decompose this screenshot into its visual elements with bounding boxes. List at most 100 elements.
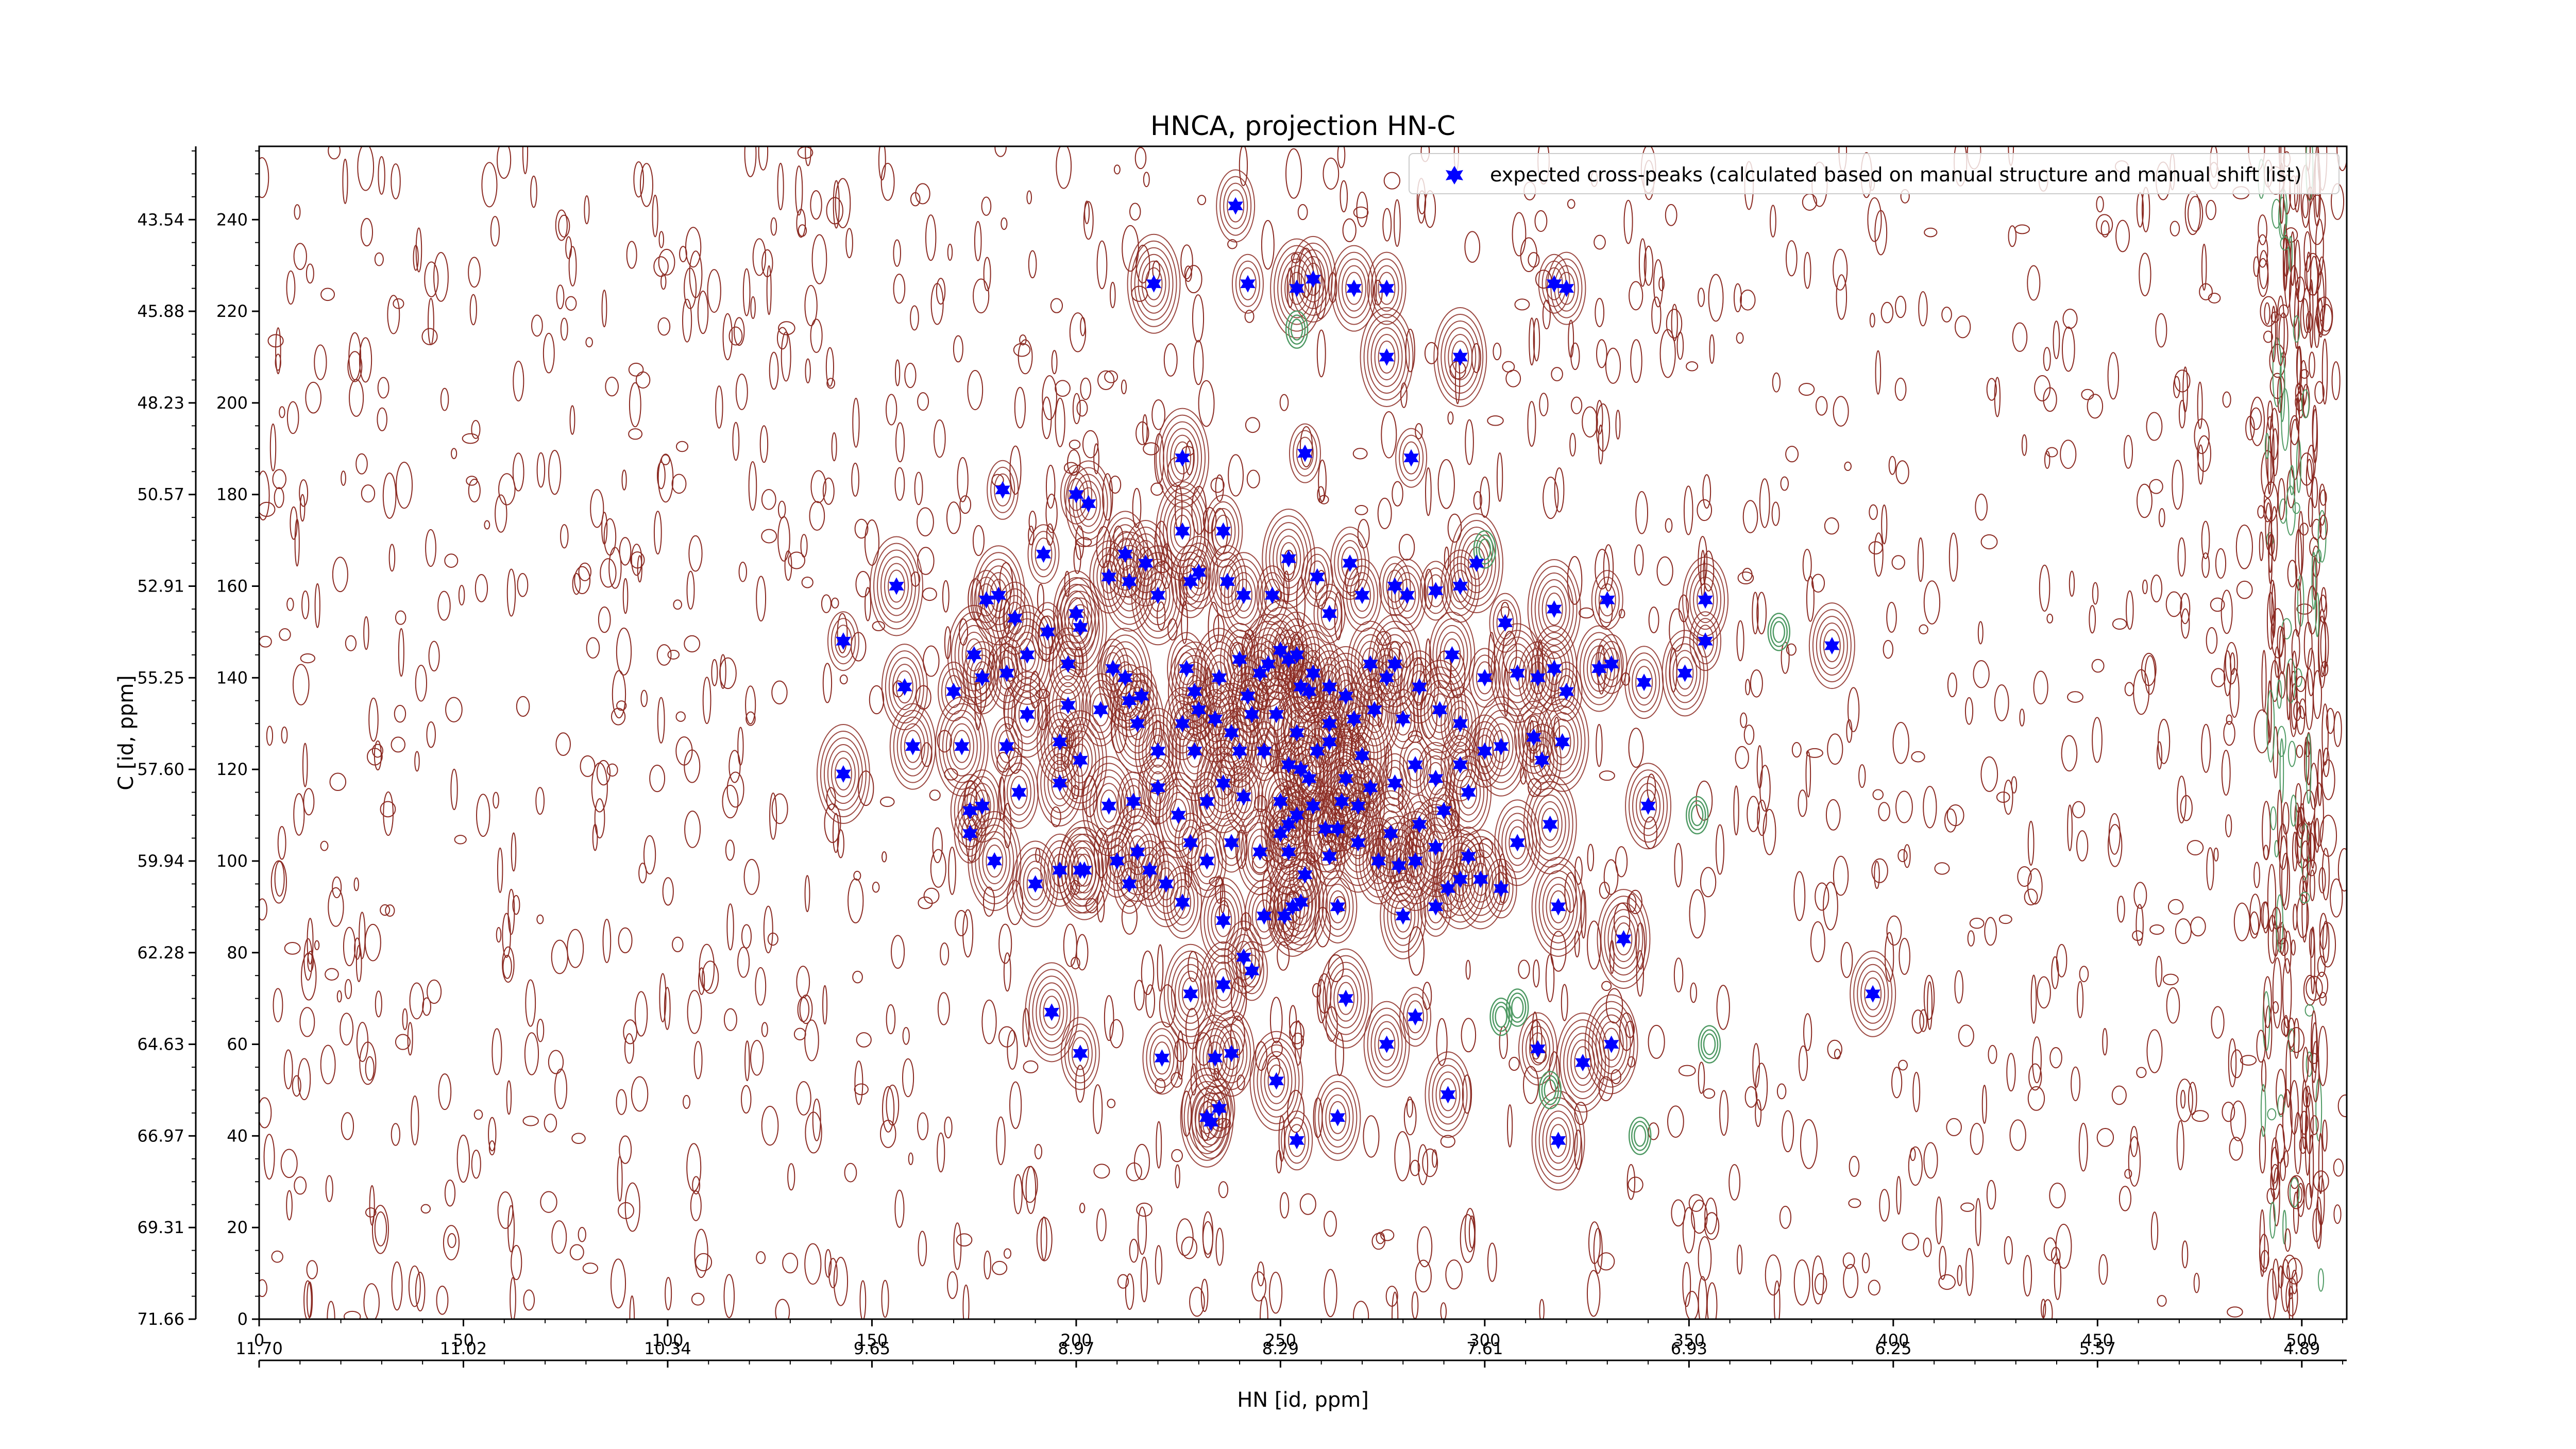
noise-contour [1703, 1088, 1716, 1099]
peak-contour [1044, 840, 1076, 900]
peak-contour [1320, 597, 1338, 630]
noise-contour [1354, 505, 1368, 515]
noise-contour [281, 726, 288, 744]
noise-contour [1948, 532, 1958, 582]
noise-contour [2257, 258, 2269, 297]
noise-contour [2028, 1063, 2042, 1091]
noise-contour [2046, 447, 2058, 458]
noise-contour [822, 477, 835, 505]
noise-contour [391, 1261, 403, 1311]
noise-contour [1970, 1123, 1984, 1155]
noise-contour [2042, 1299, 2053, 1319]
noise-contour [1964, 697, 1974, 725]
noise-contour [2292, 831, 2298, 872]
noise-contour [1634, 544, 1644, 576]
noise-contour [556, 284, 565, 310]
cross-peak-marker [1534, 751, 1550, 769]
legend-marker [1446, 166, 1463, 184]
noise-contour [848, 878, 864, 923]
noise-contour [551, 1220, 567, 1254]
cross-peak-marker [1436, 802, 1452, 820]
cross-peak-marker [1510, 834, 1525, 852]
cross-peak-marker [1044, 1003, 1060, 1021]
noise-contour [411, 1095, 419, 1145]
peak-contour [1146, 1028, 1178, 1088]
peak-contour [884, 563, 909, 610]
noise-contour [2311, 476, 2318, 509]
noise-contour [784, 550, 792, 581]
noise-contour [833, 1256, 849, 1306]
noise-contour [1923, 1142, 1938, 1179]
noise-contour [1528, 252, 1540, 268]
noise-contour [294, 204, 301, 220]
noise-contour [2281, 1259, 2291, 1312]
noise-contour [1363, 1115, 1380, 1158]
noise-contour [279, 628, 291, 641]
noise-contour [1994, 684, 2009, 721]
y-tick-label: 120 [216, 760, 248, 779]
noise-contour [1678, 1065, 1696, 1076]
peak-contour [1444, 694, 1477, 754]
cross-peak-marker [1616, 930, 1632, 948]
noise-contour [1706, 1282, 1718, 1319]
noise-contour [1121, 900, 1138, 935]
cross-peak-marker [1330, 1108, 1346, 1126]
x-tick-label: 300 [1469, 1330, 1500, 1350]
peak-contour [1130, 833, 1170, 907]
noise-contour [336, 990, 342, 1003]
noise-contour [810, 190, 822, 220]
noise-contour [1534, 210, 1548, 232]
cross-peak-marker [1215, 912, 1231, 930]
peak-contour [991, 643, 1023, 703]
peak-contour [1331, 245, 1378, 332]
noise-contour [468, 257, 481, 288]
peak-contour [1420, 673, 1460, 747]
cross-peak-marker [1215, 976, 1231, 993]
peak-contour [1541, 807, 1559, 841]
x-ppm-tick-label: 10.34 [644, 1339, 691, 1358]
peak-contour [1595, 577, 1620, 624]
peak-contour [1323, 955, 1369, 1042]
noise-contour [687, 990, 702, 1034]
noise-contour [1189, 1287, 1205, 1317]
noise-contour [2229, 1137, 2243, 1161]
cross-peak-marker [1469, 554, 1484, 572]
noise-contour [1037, 700, 1048, 731]
noise-contour [2257, 234, 2268, 268]
noise-contour [1806, 748, 1823, 758]
noise-contour [1954, 315, 1971, 339]
noise-contour [572, 572, 581, 595]
noise-contour [1842, 1252, 1855, 1269]
noise-contour [374, 1211, 387, 1246]
noise-contour [2117, 896, 2125, 923]
peak-contour [973, 661, 991, 695]
noise-contour [737, 947, 750, 978]
cross-peak-marker [1350, 834, 1366, 852]
peak-contour [1386, 569, 1404, 603]
noise-contour [1376, 1232, 1385, 1244]
peak-contour [1330, 968, 1362, 1029]
noise-contour [2098, 1254, 2108, 1285]
noise-contour [2272, 1001, 2279, 1014]
peak-contour [1395, 428, 1428, 488]
noise-contour [672, 936, 684, 952]
peak-contour [1556, 1013, 1610, 1113]
noise-contour [763, 905, 773, 954]
legend-box [1409, 153, 2340, 194]
noise-contour [787, 1163, 795, 1191]
noise-contour [2089, 605, 2096, 634]
x-tick-label: 450 [2082, 1330, 2113, 1350]
cross-peak-marker [1007, 609, 1023, 627]
noise-contour [702, 677, 711, 724]
noise-contour [2308, 351, 2315, 378]
peak-contour [1166, 501, 1199, 561]
peak-contour [1850, 950, 1896, 1037]
noise-contour [2146, 1029, 2163, 1073]
noise-contour [314, 583, 320, 628]
noise-contour [2281, 1017, 2290, 1036]
noise-contour [1157, 944, 1164, 992]
noise-contour [947, 1271, 958, 1299]
peak-contour [1102, 531, 1156, 632]
cross-peak-marker [1260, 655, 1276, 673]
peak-contour [1035, 537, 1053, 571]
